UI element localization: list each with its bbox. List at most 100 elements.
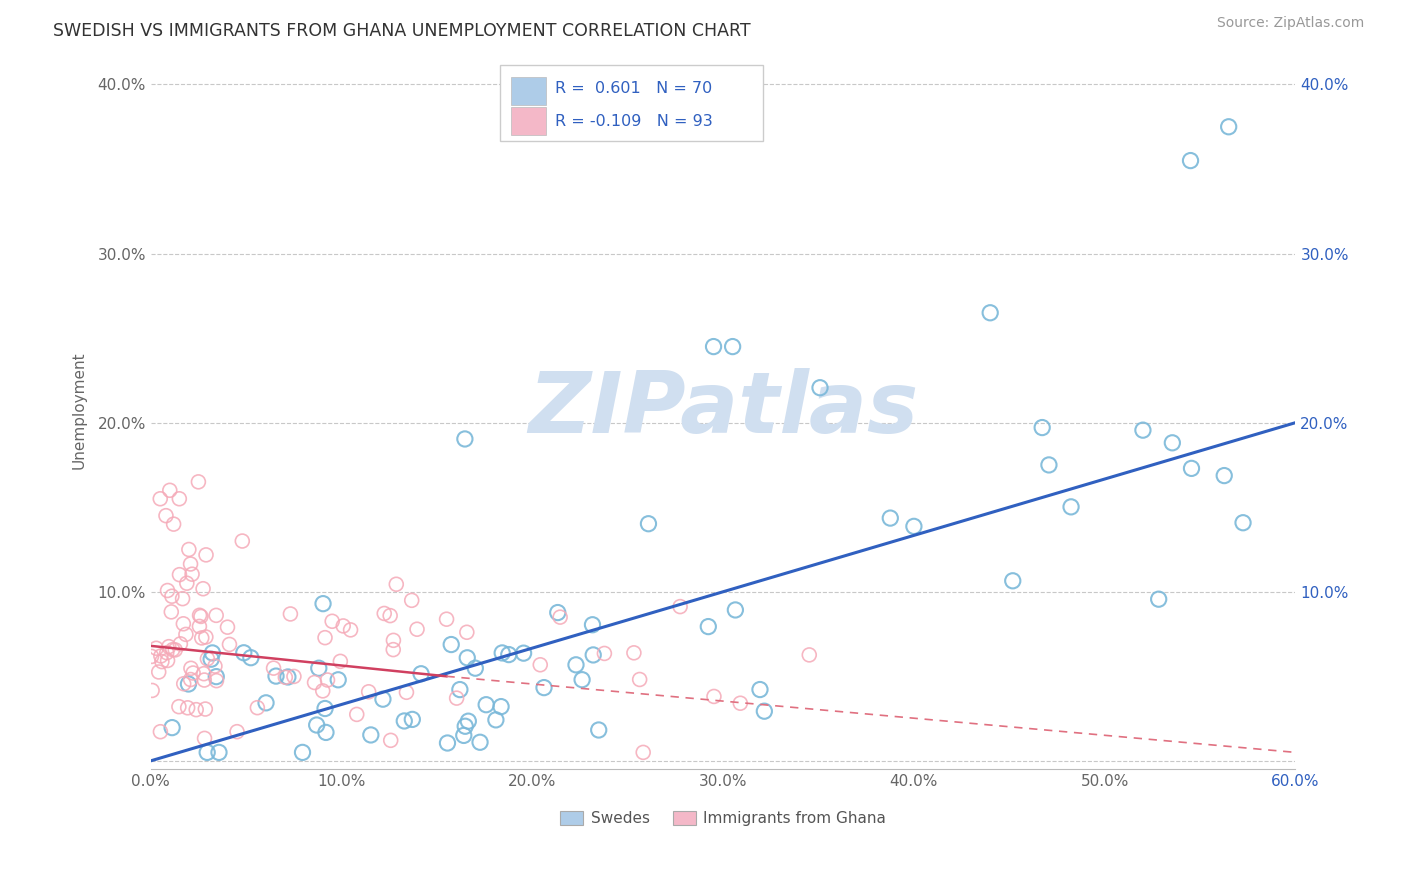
Point: [308, 661, 330, 675]
Point: [395, 685, 418, 699]
Point: [1161, 435, 1184, 450]
Point: [193, 666, 215, 681]
Text: ZIPatlas: ZIPatlas: [529, 368, 918, 451]
Point: [1180, 153, 1202, 168]
Point: [169, 491, 191, 506]
Point: [371, 692, 394, 706]
Point: [373, 607, 395, 621]
Point: [329, 654, 352, 668]
Point: [1031, 420, 1053, 434]
Point: [529, 657, 551, 672]
Point: [588, 723, 610, 737]
Point: [547, 606, 569, 620]
Point: [312, 597, 335, 611]
Point: [582, 648, 605, 662]
Point: [464, 661, 486, 675]
Point: [156, 646, 179, 660]
Point: [226, 724, 249, 739]
Point: [274, 670, 297, 684]
Point: [246, 700, 269, 714]
Point: [157, 640, 180, 654]
Point: [156, 583, 179, 598]
Point: [277, 670, 299, 684]
Point: [754, 704, 776, 718]
Point: [593, 647, 616, 661]
Point: [357, 685, 380, 699]
Legend: Swedes, Immigrants from Ghana: Swedes, Immigrants from Ghana: [560, 811, 886, 826]
Point: [979, 306, 1001, 320]
Point: [406, 622, 429, 636]
Point: [489, 699, 512, 714]
Point: [180, 557, 202, 571]
Bar: [512, 78, 546, 104]
Point: [181, 567, 204, 582]
Point: [669, 599, 692, 614]
Point: [165, 643, 187, 657]
Point: [453, 728, 475, 742]
Point: [533, 681, 555, 695]
Point: [231, 534, 253, 549]
Point: [304, 675, 326, 690]
Point: [409, 666, 432, 681]
Point: [436, 736, 458, 750]
Point: [188, 608, 211, 623]
Point: [1218, 120, 1240, 134]
Point: [160, 605, 183, 619]
Point: [162, 517, 184, 532]
Point: [332, 619, 354, 633]
Point: [167, 699, 190, 714]
Point: [186, 703, 208, 717]
Text: Source: ZipAtlas.com: Source: ZipAtlas.com: [1216, 16, 1364, 30]
Point: [440, 638, 463, 652]
Point: [174, 627, 197, 641]
Point: [1232, 516, 1254, 530]
Point: [512, 646, 534, 660]
Point: [193, 673, 215, 687]
Point: [454, 719, 477, 733]
Point: [378, 608, 401, 623]
Point: [280, 607, 302, 621]
Y-axis label: Unemployment: Unemployment: [72, 351, 86, 469]
Point: [1001, 574, 1024, 588]
Point: [457, 714, 479, 729]
Point: [204, 659, 226, 673]
Point: [195, 652, 218, 666]
Point: [195, 745, 218, 759]
Point: [385, 577, 408, 591]
Text: R = -0.109   N = 93: R = -0.109 N = 93: [555, 113, 713, 128]
Point: [149, 491, 172, 506]
Point: [339, 623, 361, 637]
Point: [628, 673, 651, 687]
Point: [394, 714, 416, 728]
Point: [283, 669, 305, 683]
Point: [194, 630, 217, 644]
Point: [201, 646, 224, 660]
Point: [1180, 461, 1202, 475]
Point: [316, 673, 339, 687]
Point: [312, 684, 335, 698]
Point: [749, 682, 772, 697]
Point: [449, 682, 471, 697]
Point: [191, 631, 214, 645]
Point: [264, 669, 287, 683]
Point: [176, 701, 198, 715]
Point: [491, 646, 513, 660]
Point: [328, 673, 350, 687]
Point: [380, 733, 402, 747]
Point: [194, 702, 217, 716]
Point: [631, 745, 654, 759]
Point: [254, 696, 277, 710]
Point: [346, 707, 368, 722]
Point: [1213, 468, 1236, 483]
Point: [799, 648, 821, 662]
FancyBboxPatch shape: [501, 65, 763, 141]
Point: [160, 721, 183, 735]
Point: [724, 603, 747, 617]
Point: [193, 731, 215, 746]
Point: [180, 673, 202, 687]
Point: [436, 612, 458, 626]
Point: [382, 633, 405, 648]
Point: [360, 728, 382, 742]
Point: [291, 745, 314, 759]
Point: [730, 696, 752, 710]
